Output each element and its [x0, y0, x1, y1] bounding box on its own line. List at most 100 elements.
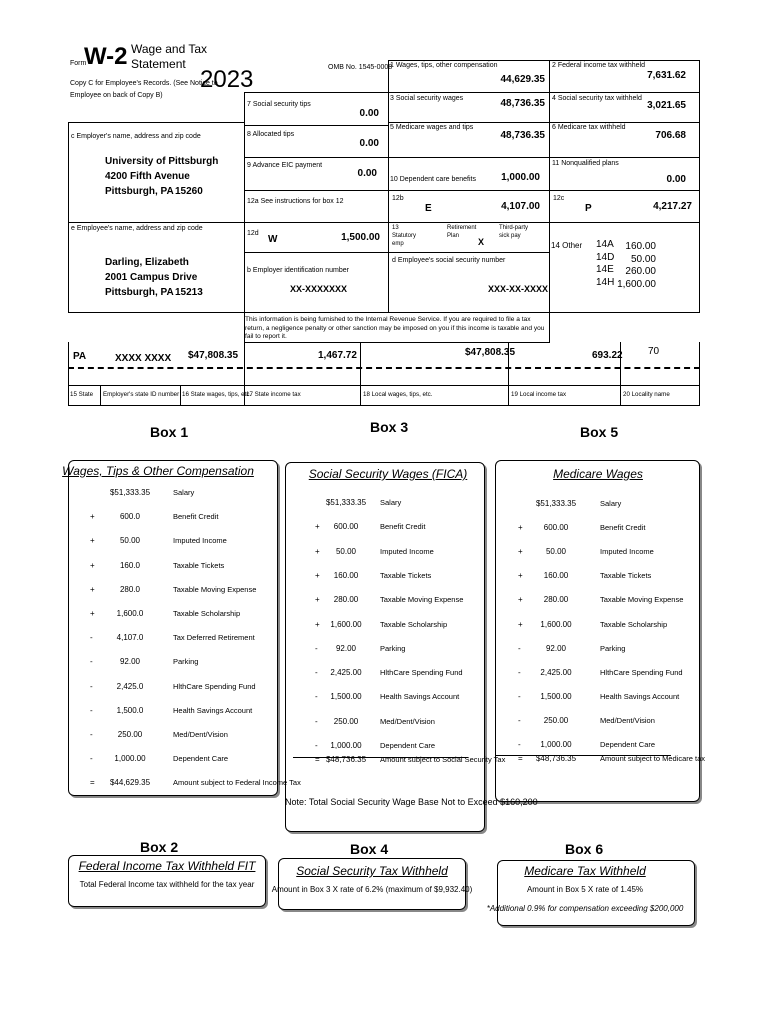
address-line: Pittsburgh, PA	[105, 287, 174, 298]
row-desc: Dependent Care	[600, 740, 656, 749]
row-amount: 4,107.0	[116, 633, 144, 643]
row-desc: Imputed Income	[173, 536, 227, 546]
box14-value: 1,600.00	[617, 278, 656, 290]
row-sign: -	[90, 754, 93, 764]
state-value: 1,467.72	[318, 350, 357, 361]
row-amount: 92.00	[545, 643, 567, 653]
panel	[495, 460, 700, 802]
box-header: Box 6	[565, 841, 604, 857]
box14-code: 14D	[596, 251, 615, 263]
row-sign: -	[518, 715, 521, 725]
box-header: Box 2	[140, 839, 179, 855]
row-amount: 50.00	[119, 536, 141, 546]
text: Employee on back of Copy B)	[70, 92, 163, 99]
text: Statement	[131, 57, 186, 71]
row-amount: 250.00	[333, 716, 359, 726]
box-value: 44,629.35	[500, 74, 546, 85]
box-value: 48,736.35	[500, 130, 546, 141]
row-sign: =	[90, 778, 95, 788]
panel-title: Federal Income Tax Withheld FIT	[78, 859, 256, 873]
sum-line	[293, 756, 468, 758]
panel	[497, 860, 695, 926]
row-desc: Amount subject to Medicare tax	[600, 754, 706, 764]
row-sign: +	[315, 570, 320, 580]
row-amount: 1,500.0	[116, 705, 144, 715]
box-label: 6 Medicare tax withheld	[552, 124, 626, 131]
row-sign: +	[90, 584, 95, 594]
row-sign: -	[90, 681, 93, 691]
row-desc: Parking	[600, 643, 626, 653]
state-value: 693.22	[592, 350, 623, 361]
text: Form	[70, 60, 87, 67]
box-value: 706.68	[655, 130, 686, 141]
row-desc: Salary	[173, 488, 195, 497]
box14-value: 160.00	[625, 241, 656, 252]
address-line: University of Pittsburgh	[105, 156, 219, 167]
box-header: Box 5	[580, 424, 619, 440]
box-label: c Employer's name, address and zip code	[71, 133, 201, 140]
form-id: W-2	[84, 43, 128, 70]
panel-line: Total Federal Income tax withheld for th…	[79, 880, 255, 889]
cell	[244, 252, 389, 313]
box-header: Box 1	[150, 424, 189, 440]
row-sign: -	[90, 705, 93, 715]
row-desc: Taxable Moving Expense	[600, 595, 684, 605]
box-label: 2 Federal income tax withheld	[552, 62, 645, 69]
box-label: 14 Other	[551, 241, 583, 250]
row-amount: 1,600.00	[540, 619, 572, 629]
row-sign: +	[90, 560, 95, 570]
box-value: 1,500.00	[341, 232, 380, 243]
box-label: 9 Advance EIC payment	[247, 162, 323, 169]
panel-line: Amount in Box 3 X rate of 6.2% (maximum …	[271, 885, 473, 894]
row-sign: +	[518, 523, 523, 533]
state-value: PA	[73, 351, 87, 362]
address-line: 15213	[175, 287, 203, 298]
row-sign: +	[90, 512, 95, 522]
state-col	[620, 342, 621, 406]
row-desc: Taxable Tickets	[173, 560, 225, 570]
box-value: XXX-XX-XXXX	[488, 284, 549, 294]
row-sign: -	[315, 692, 318, 702]
text: Wage and Tax	[131, 42, 208, 56]
row-sign: -	[518, 667, 521, 677]
box14-value: 260.00	[625, 266, 656, 277]
box-label: 4 Social security tax withheld	[552, 95, 642, 102]
row-amount: 1,500.00	[540, 691, 572, 701]
state-value: 70	[648, 346, 660, 357]
row-sign: +	[315, 546, 320, 556]
box-label: 12a See instructions for box 12	[247, 198, 344, 205]
box-label: e Employee's name, address and zip code	[71, 225, 203, 232]
address-line: Darling, Elizabeth	[105, 257, 189, 268]
box14-code: 14E	[596, 264, 614, 275]
sum-line	[496, 755, 671, 757]
box-value: 4,217.27	[653, 201, 692, 212]
box-label: 12d	[247, 230, 259, 237]
state-label: 19 Local income tax	[511, 391, 567, 398]
panel-title: Social Security Tax Withheld	[296, 864, 448, 878]
box-value: 4,107.00	[501, 201, 540, 212]
row-amount: $44,629.35	[109, 778, 151, 788]
row-desc: Med/Dent/Vision	[173, 730, 228, 739]
checkmark: X	[478, 237, 485, 247]
row-sign: +	[90, 536, 95, 546]
panel	[68, 855, 266, 907]
panel-title: Social Security Wages (FICA)	[308, 467, 468, 481]
box-label: d Employee's social security number	[392, 257, 506, 264]
row-amount: 160.00	[333, 570, 359, 580]
box14-value: 50.00	[630, 253, 656, 265]
state-col	[244, 342, 245, 406]
text: Copy C for Employee's Records. (See Noti…	[70, 80, 218, 87]
row-desc: HlthCare Spending Fund	[600, 667, 683, 677]
state-col	[508, 342, 509, 406]
row-sign: -	[315, 716, 318, 726]
row-desc: Parking	[173, 657, 199, 667]
box-label: 11 Nonqualified plans	[552, 160, 619, 167]
address-line: 2001 Campus Drive	[105, 272, 198, 283]
box-label: Third-party sick pay	[499, 225, 529, 239]
box-value: 3,021.65	[647, 100, 686, 111]
row-desc: Amount subject to Federal Income Tax	[173, 778, 301, 788]
box-value: 0.00	[666, 174, 686, 185]
row-desc: HlthCare Spending Fund	[380, 668, 463, 678]
state-label: 15 State	[70, 391, 94, 398]
